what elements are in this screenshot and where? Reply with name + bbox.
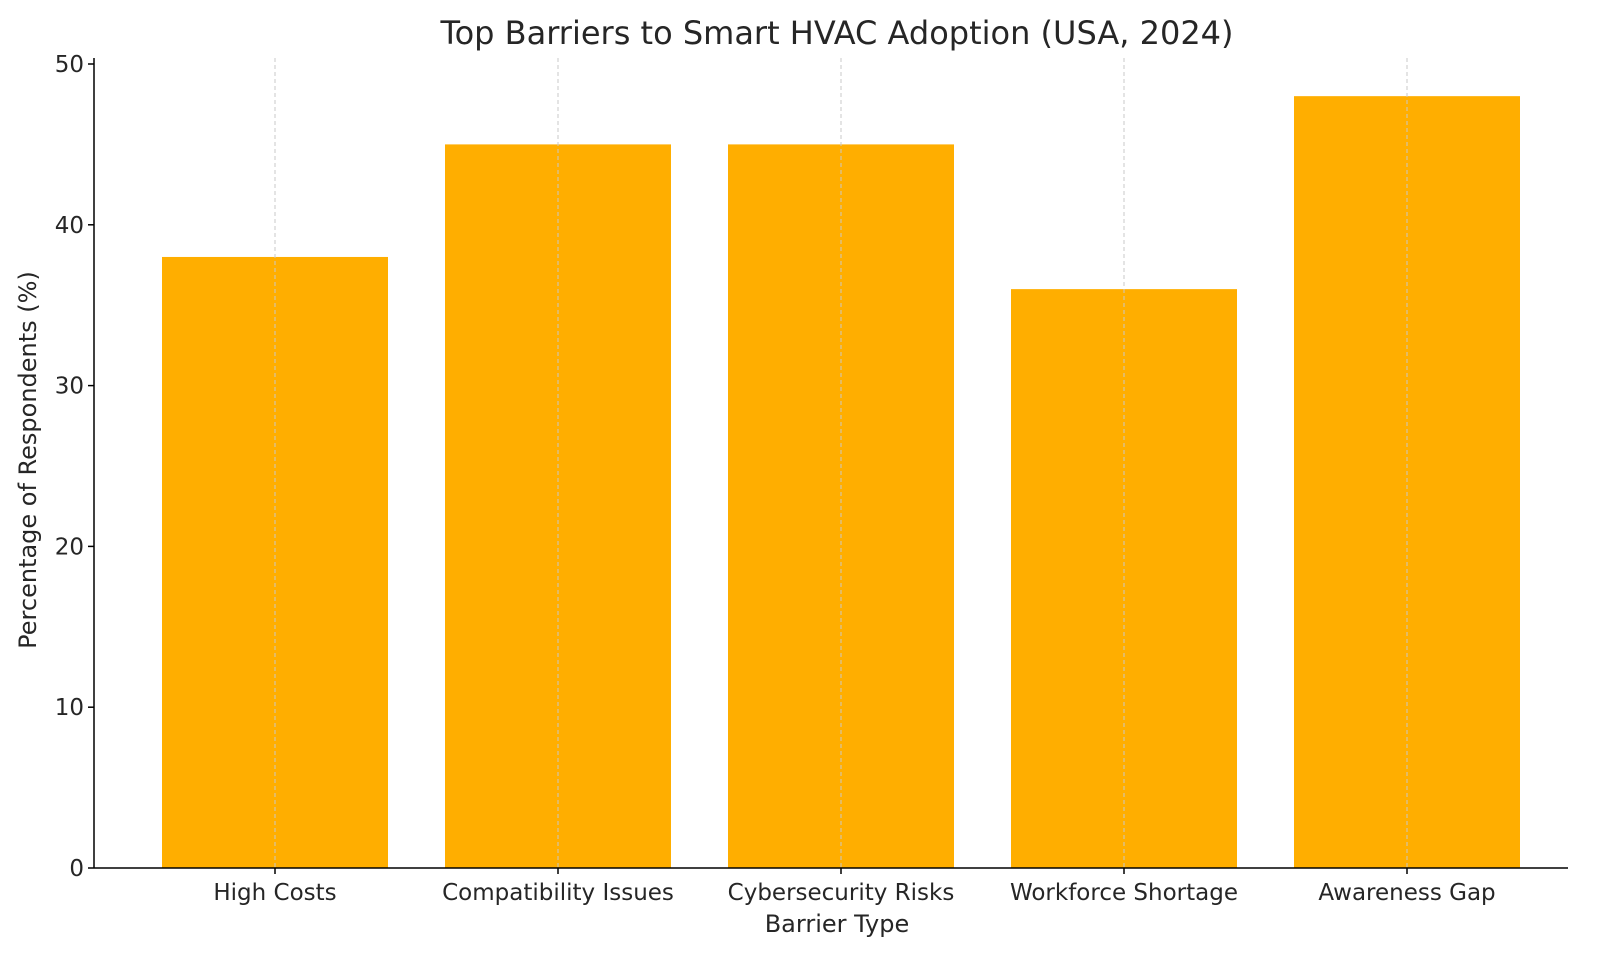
x-tick-label: Workforce Shortage [1010,880,1238,906]
x-ticks: High Costs Compatibility Issues Cybersecur… [213,868,1496,906]
y-tick-label: 40 [55,213,84,239]
x-tick-label: Cybersecurity Risks [728,880,955,906]
grid-overlay-layer [274,58,1408,868]
y-tick-label: 30 [55,374,84,400]
y-ticks: 0 10 20 30 40 50 [55,52,94,882]
x-tick-label: High Costs [213,880,336,906]
y-tick-label: 20 [55,534,84,560]
axes-layer [93,58,1568,869]
chart-title: Top Barriers to Smart HVAC Adoption (USA… [439,14,1233,52]
x-tick-label: Compatibility Issues [442,880,674,906]
y-tick-label: 50 [55,52,84,78]
y-tick-label: 10 [55,695,84,721]
x-tick-label: Awareness Gap [1318,880,1495,906]
y-tick-label: 0 [69,856,84,882]
y-axis-label: Percentage of Respondents (%) [14,271,42,649]
x-axis-label: Barrier Type [765,910,910,938]
